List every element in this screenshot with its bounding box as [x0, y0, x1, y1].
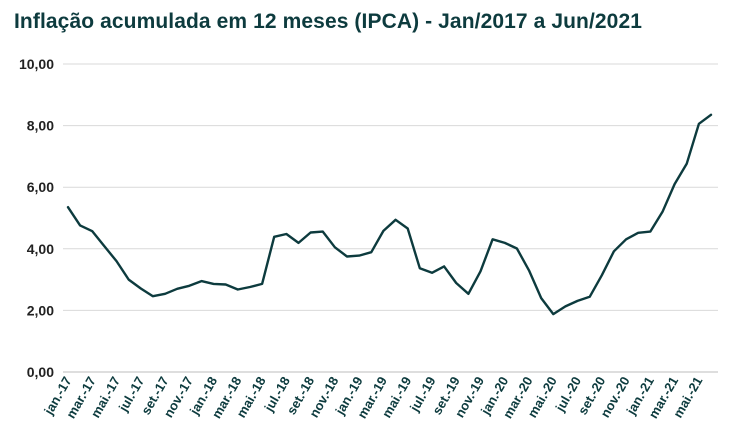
data-point	[431, 272, 433, 274]
data-point	[322, 230, 324, 232]
data-point	[370, 251, 372, 253]
data-point	[649, 230, 651, 232]
data-point	[103, 245, 105, 247]
x-axis: jan.-17mar.-17mai.-17jul.-17set.-17nov.-…	[41, 374, 706, 421]
gridlines	[63, 63, 718, 373]
data-point	[237, 288, 239, 290]
data-point	[479, 270, 481, 272]
y-tick-label: 0,00	[27, 364, 54, 380]
data-point	[140, 287, 142, 289]
data-point	[504, 242, 506, 244]
data-point	[698, 123, 700, 125]
data-point	[686, 163, 688, 165]
data-point	[637, 232, 639, 234]
data-point	[176, 288, 178, 290]
data-point	[613, 250, 615, 252]
data-point	[491, 238, 493, 240]
data-point	[346, 255, 348, 257]
y-tick-label: 4,00	[27, 241, 54, 257]
data-point	[249, 286, 251, 288]
data-point	[455, 282, 457, 284]
data-point	[273, 236, 275, 238]
data-point	[152, 295, 154, 297]
data-point	[91, 230, 93, 232]
data-point	[673, 183, 675, 185]
data-point	[212, 283, 214, 285]
data-point	[79, 224, 81, 226]
data-point	[115, 260, 117, 262]
data-point	[540, 297, 542, 299]
data-point	[309, 231, 311, 233]
data-point	[261, 283, 263, 285]
data-point	[710, 114, 712, 116]
data-point	[164, 293, 166, 295]
series-line	[66, 113, 713, 316]
y-tick-label: 6,00	[27, 179, 54, 195]
data-point	[564, 305, 566, 307]
data-point	[467, 293, 469, 295]
data-point	[661, 211, 663, 213]
data-point	[588, 296, 590, 298]
data-point	[225, 283, 227, 285]
data-point	[334, 246, 336, 248]
data-point	[382, 230, 384, 232]
data-point	[285, 233, 287, 235]
data-point	[394, 219, 396, 221]
data-point	[516, 247, 518, 249]
data-point	[601, 274, 603, 276]
data-point	[297, 242, 299, 244]
data-point	[443, 265, 445, 267]
y-axis: 0,00 2,00 4,00 6,00 8,00 10,00	[19, 56, 54, 380]
data-point	[358, 254, 360, 256]
chart-title: Inflação acumulada em 12 meses (IPCA) - …	[14, 10, 643, 33]
data-point	[419, 267, 421, 269]
data-point	[528, 269, 530, 271]
data-point	[552, 313, 554, 315]
data-point	[406, 227, 408, 229]
data-point	[625, 238, 627, 240]
data-point	[200, 280, 202, 282]
data-point	[576, 300, 578, 302]
y-tick-label: 10,00	[19, 56, 54, 72]
series-layer	[66, 113, 713, 316]
data-point	[67, 206, 69, 208]
data-point	[127, 278, 129, 280]
data-point	[188, 285, 190, 287]
y-tick-label: 2,00	[27, 302, 54, 318]
y-tick-label: 8,00	[27, 118, 54, 134]
